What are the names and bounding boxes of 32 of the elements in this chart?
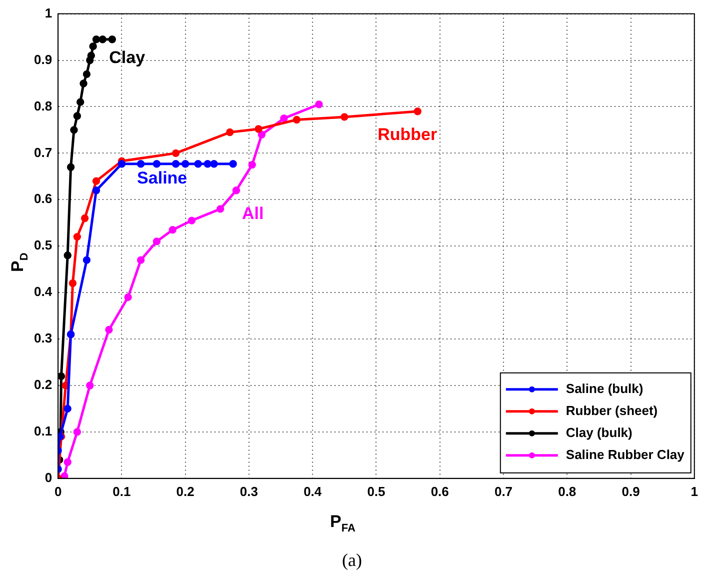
y-tick-label: 0.1 (34, 424, 52, 439)
y-tick-label: 0.2 (34, 377, 52, 392)
y-tick-label: 0.5 (34, 238, 52, 253)
legend-label: Saline Rubber Clay (566, 446, 686, 462)
x-tick-label: 0 (54, 484, 62, 499)
y-tick-label: 0 (44, 470, 52, 485)
y-tick-label: 1 (44, 5, 52, 20)
legend-label: Clay (bulk) (566, 424, 632, 440)
y-tick-label: 0.4 (34, 284, 53, 300)
text: (a) (341, 550, 363, 571)
x-tick-label: 0.2 (176, 484, 194, 499)
legend-label: Rubber (sheet) (566, 402, 658, 418)
x-tick-label: 0.6 (430, 484, 449, 499)
x-tick-label: 0.1 (112, 484, 131, 499)
x-tick-label: 0.7 (494, 484, 513, 499)
y-tick-label: 0.8 (34, 98, 52, 114)
annotation: Rubber (378, 125, 438, 144)
y-tick-label: 0.9 (34, 52, 52, 67)
annotation: Saline (137, 168, 188, 188)
y-tick-label: 0.6 (34, 191, 52, 206)
y-tick-label: 0.3 (34, 330, 52, 346)
x-tick-label: 0.5 (367, 484, 386, 499)
annotation: All (242, 204, 264, 224)
x-tick-label: 0.8 (558, 484, 576, 499)
x-tick-label: 0.9 (622, 484, 640, 499)
x-axis-title: P$_{FA}$ (330, 512, 356, 534)
x-tick-label: 0.3 (240, 484, 258, 499)
annotation: Clay (109, 48, 146, 68)
x-tick-label: 0.4 (304, 484, 322, 499)
y-tick-label: 0.7 (34, 144, 52, 160)
x-tick-label: 1 (690, 484, 698, 499)
legend-label: Saline (bulk) (566, 380, 644, 396)
